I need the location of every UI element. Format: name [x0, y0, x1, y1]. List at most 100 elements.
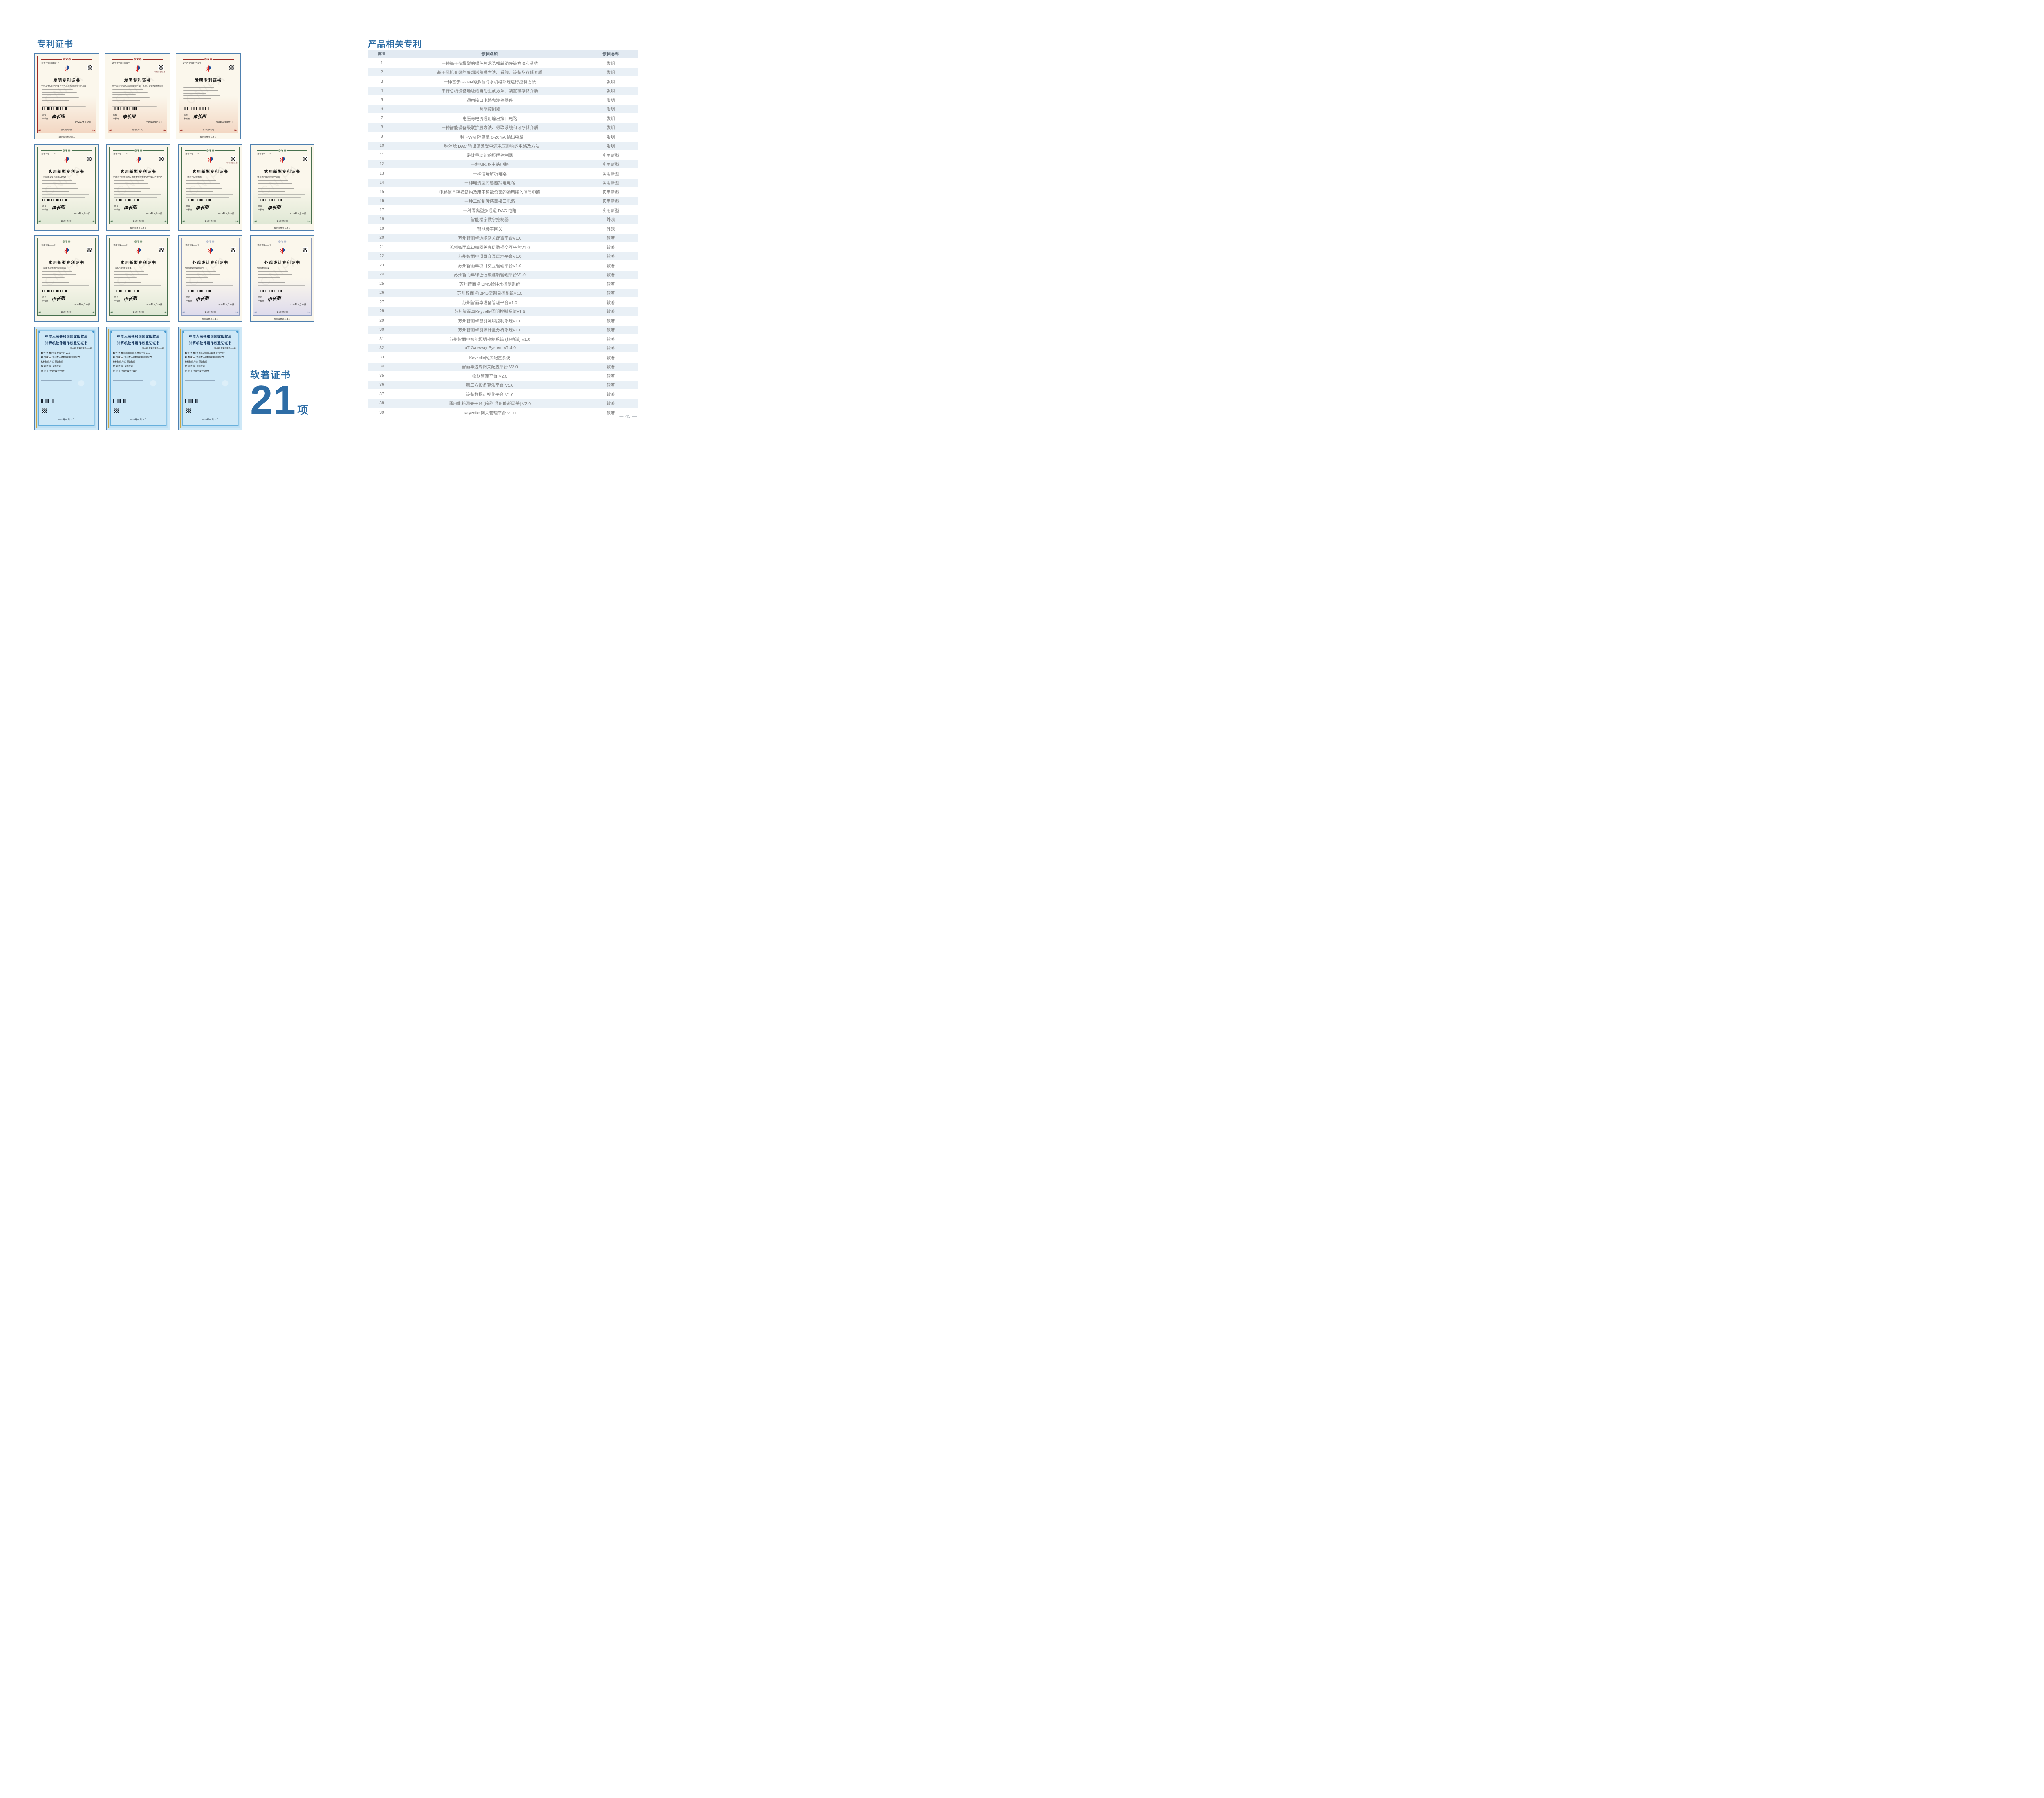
- logo-row: [182, 247, 239, 258]
- page-indicator: 第1页(共2页): [204, 311, 216, 313]
- table-row: 34 智而卓边缘网关配置平台 V2.0 软著: [368, 362, 638, 372]
- cnipa-logo-icon: [64, 248, 69, 254]
- page-number: — 43 —: [619, 414, 637, 419]
- text-line: [42, 97, 79, 99]
- ornament-flourish: ❁❦❁: [132, 58, 143, 61]
- signature: 申长雨: [123, 295, 137, 303]
- barcode-icon: [42, 199, 67, 201]
- body-text-lines: [258, 180, 307, 192]
- certificate-title: 计算机软件著作权登记证书: [189, 341, 232, 345]
- software-name-field: 软 件 名 称: 物联管理平台 V2.0: [41, 352, 70, 354]
- software-certificate-label: 软著证书: [250, 369, 291, 380]
- qr-code-icon: [87, 247, 92, 253]
- patent-type-cell: 软著: [584, 261, 638, 271]
- table-row: 18 智能楼宇数字控制器 外观: [368, 215, 638, 224]
- serial-cell: 14: [368, 178, 396, 188]
- certificate-date: 2024年10月15日: [74, 304, 90, 306]
- patent-type-cell: 软著: [584, 353, 638, 363]
- logo-row: [38, 247, 95, 258]
- patent-name-cell: 通用接口电路和测控器件: [396, 95, 584, 105]
- director-label: 局长: [114, 205, 119, 208]
- patent-name-cell: 一种隔离型多通道 DAC 电路: [396, 206, 584, 215]
- logo-row: [110, 247, 167, 258]
- director-label: 局长: [184, 114, 188, 116]
- certificate-title: 实用新型专利证书: [48, 261, 85, 265]
- page-indicator: 第1页(共1页): [132, 311, 144, 313]
- patent-name-cell: 苏州智而卓绿色低碳建筑管理平台V1.0: [396, 270, 584, 280]
- table-row: 14 一种电流型传感器授电电路 实用新型: [368, 178, 638, 188]
- body-text-lines: [114, 271, 163, 283]
- software-name-field: 软 件 名 称: 智而卓边缘网关配置平台 V2.0: [185, 352, 225, 354]
- certificate-title: 实用新型专利证书: [48, 170, 85, 174]
- patent-name-cell: 一种MBUS主站电路: [396, 159, 584, 169]
- signature: 申长雨: [52, 113, 65, 121]
- patent-type-cell: 软著: [584, 298, 638, 307]
- patent-name-cell: 带计量功能的照明控制器: [396, 150, 584, 160]
- text-line: [42, 94, 65, 96]
- text-line: [42, 194, 90, 195]
- text-line: [258, 183, 292, 184]
- serial-cell: 4: [368, 86, 396, 96]
- text-line: [114, 194, 161, 195]
- text-line: [258, 282, 285, 283]
- table-row: 37 设备数据可视化平台 V1.0 软著: [368, 390, 638, 399]
- software-certificate-unit: 项: [297, 404, 309, 417]
- owner-label: 著 作 权 人:: [113, 356, 124, 359]
- patent-certificate: CNIPA❁❦❁证书号第——号实用新型专利证书一种MBUS主站电路局长申长雨申长…: [106, 235, 170, 322]
- director-labels: 局长 申长雨: [258, 296, 264, 303]
- mode-field: 权利取得方式: 原始取得: [185, 361, 207, 363]
- serial-cell: 25: [368, 279, 396, 289]
- cnipa-logo-icon: [206, 65, 211, 72]
- director-labels: 局长 申长雨: [42, 296, 48, 303]
- patent-type-cell: 实用新型: [584, 196, 638, 206]
- serial-cell: 33: [368, 353, 396, 363]
- certificate-frame: ❁❦❁证书号第——号实用新型专利证书带计量功能的照明控制器局长申长雨申长雨202…: [253, 147, 312, 224]
- certificate-number: 证书号: 软著登字第——号: [142, 347, 164, 349]
- serial-cell: 20: [368, 233, 396, 243]
- patent-certificate: CNIPA❁❦❁证书号第6661534号发明专利证书一种基于GRNN的多台冷水机…: [34, 53, 99, 139]
- ornament-flourish: ❁❦❁: [62, 58, 72, 61]
- certificate-date: 2024年04月02日: [146, 213, 162, 215]
- logo-row: [253, 156, 311, 167]
- patent-type-cell: 软著: [584, 307, 638, 316]
- director-label: 局长: [42, 114, 47, 116]
- director-name: 申长雨: [258, 300, 264, 302]
- body-text-lines: [42, 285, 91, 290]
- text-line: [42, 106, 86, 107]
- qr-code-icon: [231, 247, 236, 253]
- text-line: [114, 287, 161, 288]
- serial-cell: 15: [368, 187, 396, 197]
- cnipa-logo: [279, 247, 285, 257]
- text-line: [112, 100, 140, 101]
- ornamental-border: ❁❦❁: [112, 58, 163, 61]
- text-line: [42, 89, 73, 90]
- text-line: [186, 271, 217, 273]
- table-row: 24 苏州智而卓绿色低碳建筑管理平台V1.0 软著: [368, 270, 638, 280]
- text-line: [183, 90, 219, 91]
- patent-type-cell: 软著: [584, 270, 638, 280]
- logo-row: [179, 65, 238, 76]
- patent-type-cell: 实用新型: [584, 159, 638, 169]
- patent-name-cell: 通用能耗网关平台 [简称:通用能耗网关] V2.0: [396, 399, 584, 408]
- text-line: [112, 97, 150, 99]
- signature: 申长雨: [122, 113, 136, 121]
- certificate-date: 2025年07月07日: [130, 419, 147, 421]
- serial-cell: 39: [368, 408, 396, 418]
- registration-field: 登 记 号: 2025SR1208817: [41, 370, 66, 373]
- signature: 申长雨: [52, 204, 65, 212]
- table-body: 1 一种基于多模型的绿色技术选择辅助决策方法和系统 发明 2 基于风机变频的冷却塔降噪方…: [368, 58, 638, 418]
- qr-caption: 专利公告信息: [154, 71, 165, 73]
- patent-name-cell: IoT Gateway System V1.4.0: [396, 343, 584, 353]
- director-name: 申长雨: [186, 208, 193, 211]
- certificate-title: 实用新型专利证书: [264, 170, 300, 174]
- patent-type-cell: 软著: [584, 242, 638, 252]
- certificate-number: 证书号第——号: [185, 153, 200, 156]
- mode-field: 权利取得方式: 原始取得: [113, 361, 135, 363]
- table-row: 25 苏州智而卓IBMS给排水控制系统 软著: [368, 279, 638, 289]
- body-text-lines: [42, 89, 92, 101]
- text-line: [114, 271, 145, 273]
- serial-cell: 37: [368, 390, 396, 399]
- cnipa-logo-icon: [135, 65, 140, 72]
- qr-caption: 专利公告信息: [226, 162, 238, 164]
